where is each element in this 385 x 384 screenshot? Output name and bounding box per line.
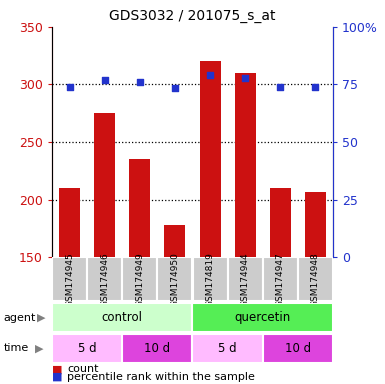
Text: time: time bbox=[4, 343, 29, 354]
Text: agent: agent bbox=[4, 313, 36, 323]
Text: GSM174950: GSM174950 bbox=[171, 252, 179, 307]
Bar bbox=[157, 257, 192, 301]
Point bbox=[312, 84, 318, 90]
Point bbox=[67, 84, 73, 90]
Bar bbox=[270, 188, 291, 257]
Point bbox=[277, 84, 283, 90]
Bar bbox=[122, 257, 157, 301]
Bar bbox=[192, 303, 333, 332]
Text: 5 d: 5 d bbox=[78, 342, 96, 355]
Point bbox=[102, 77, 108, 83]
Bar bbox=[164, 225, 186, 257]
Bar bbox=[52, 303, 192, 332]
Bar bbox=[87, 257, 122, 301]
Text: percentile rank within the sample: percentile rank within the sample bbox=[67, 372, 255, 382]
Bar bbox=[129, 159, 150, 257]
Bar bbox=[94, 113, 115, 257]
Bar bbox=[228, 257, 263, 301]
Bar bbox=[52, 334, 122, 363]
Text: GSM174944: GSM174944 bbox=[241, 252, 250, 307]
Bar bbox=[199, 61, 221, 257]
Text: quercetin: quercetin bbox=[234, 311, 291, 324]
Text: GSM174949: GSM174949 bbox=[135, 252, 144, 307]
Bar bbox=[263, 334, 333, 363]
Text: control: control bbox=[102, 311, 143, 324]
Bar bbox=[235, 73, 256, 257]
Text: ▶: ▶ bbox=[37, 313, 45, 323]
Point bbox=[207, 72, 213, 78]
Bar bbox=[122, 334, 192, 363]
Text: 10 d: 10 d bbox=[285, 342, 311, 355]
Text: GSM174819: GSM174819 bbox=[206, 252, 214, 307]
Point bbox=[137, 79, 143, 85]
Text: GSM174948: GSM174948 bbox=[311, 252, 320, 307]
Bar bbox=[192, 257, 228, 301]
Bar bbox=[298, 257, 333, 301]
Bar bbox=[263, 257, 298, 301]
Text: GSM174945: GSM174945 bbox=[65, 252, 74, 307]
Text: GSM174946: GSM174946 bbox=[100, 252, 109, 307]
Text: count: count bbox=[67, 364, 99, 374]
Title: GDS3032 / 201075_s_at: GDS3032 / 201075_s_at bbox=[109, 9, 276, 23]
Text: 5 d: 5 d bbox=[218, 342, 237, 355]
Text: GSM174947: GSM174947 bbox=[276, 252, 285, 307]
Text: ■: ■ bbox=[52, 372, 62, 382]
Text: ▶: ▶ bbox=[35, 343, 43, 354]
Text: 10 d: 10 d bbox=[144, 342, 171, 355]
Point bbox=[172, 85, 178, 91]
Text: ■: ■ bbox=[52, 364, 62, 374]
Bar bbox=[52, 257, 87, 301]
Bar bbox=[192, 334, 263, 363]
Point bbox=[242, 74, 248, 81]
Bar bbox=[59, 188, 80, 257]
Bar bbox=[305, 192, 326, 257]
